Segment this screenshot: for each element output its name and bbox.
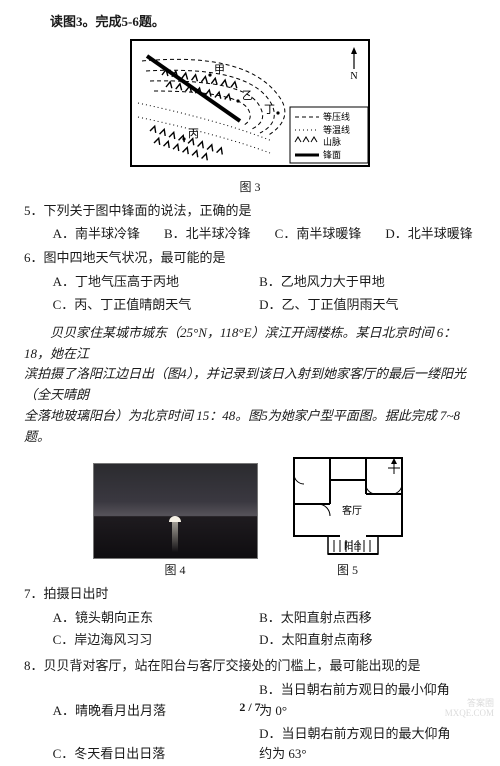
svg-text:山脉: 山脉 — [323, 136, 341, 147]
q7-opt-a[interactable]: A．镜头朝向正东 — [53, 608, 256, 629]
q5-options: A．南半球冷锋 B．北半球冷锋 C．南半球暖锋 D．北半球暖锋 — [53, 224, 476, 245]
watermark: 答案圈 MXQE.COM — [445, 699, 494, 719]
q8-options: A．晴晚看月出月落 B．当日朝右前方观日的最小仰角为 0° C．冬天看日出日落 … — [53, 679, 476, 766]
passage-l3: 全落地玻璃阳台）为北京时间 15：48。图5为她家户型平面图。据此完成 7~8 … — [24, 406, 476, 448]
figure-4-photo — [93, 463, 258, 559]
q5-opt-a[interactable]: A．南半球冷锋 — [53, 224, 140, 245]
intro-text: 读图3。完成5-6题。 — [24, 12, 476, 33]
q8-opt-c[interactable]: C．冬天看日出日落 — [53, 744, 256, 765]
figure-5-plan: 客厅 阳台 — [288, 454, 408, 559]
figure-3-caption: 图 3 — [24, 178, 476, 197]
figure-3-box: N — [130, 39, 370, 167]
svg-text:甲: 甲 — [214, 64, 225, 76]
q7-stem: 7．拍摄日出时 — [24, 584, 476, 605]
svg-text:N: N — [350, 71, 357, 82]
passage-block: 贝贝家住某城市城东（25°N，118°E）滨江开阔楼栋。某日北京时间 6：18，… — [24, 323, 476, 448]
figure-3: N — [24, 39, 476, 197]
q6-opt-c[interactable]: C．丙、丁正值晴朗天气 — [53, 295, 256, 316]
q8-opt-d[interactable]: D．当日朝右前方观日的最大仰角约为 63° — [259, 724, 462, 766]
q5-opt-d[interactable]: D．北半球暖锋 — [385, 224, 472, 245]
q7-opt-c[interactable]: C．岸边海风习习 — [53, 630, 256, 651]
q5-opt-b[interactable]: B．北半球冷锋 — [164, 224, 251, 245]
svg-text:阳台: 阳台 — [343, 540, 361, 551]
svg-text:乙: 乙 — [242, 89, 253, 102]
passage-l2: 滨拍摄了洛阳江边日出（图4），并记录到该日入射到她家客厅的最后一缕阳光（全天晴朗 — [24, 364, 476, 406]
q6-options: A．丁地气压高于丙地 B．乙地风力大于甲地 C．丙、丁正值晴朗天气 D．乙、丁正… — [53, 271, 476, 317]
sun-reflection — [172, 522, 178, 552]
q6-stem: 6．图中四地天气状况，最可能的是 — [24, 248, 476, 269]
svg-text:等温线: 等温线 — [323, 124, 350, 135]
figure-3-svg: N — [132, 41, 372, 169]
svg-text:丁: 丁 — [264, 104, 275, 116]
watermark-line2: MXQE.COM — [445, 709, 494, 719]
q6-opt-d[interactable]: D．乙、丁正值阴雨天气 — [259, 295, 462, 316]
svg-text:锋面: 锋面 — [323, 149, 341, 160]
q8-stem: 8．贝贝背对客厅，站在阳台与客厅交接处的门槛上，最可能出现的是 — [24, 656, 476, 677]
q7-opt-b[interactable]: B．太阳直射点西移 — [259, 608, 462, 629]
page-number: 2 / 7 — [0, 698, 500, 717]
q7-options: A．镜头朝向正东 B．太阳直射点西移 C．岸边海风习习 D．太阳直射点南移 — [53, 607, 476, 653]
figure-5-caption: 图 5 — [337, 561, 358, 580]
svg-text:客厅: 客厅 — [342, 504, 362, 517]
q6-opt-b[interactable]: B．乙地风力大于甲地 — [259, 272, 462, 293]
figures-4-5: 图 4 — [24, 454, 476, 580]
figure-5-svg: 客厅 阳台 — [288, 454, 408, 559]
svg-text:丙: 丙 — [188, 128, 199, 140]
svg-text:等压线: 等压线 — [323, 111, 350, 122]
passage-l1: 贝贝家住某城市城东（25°N，118°E）滨江开阔楼栋。某日北京时间 6：18，… — [24, 323, 476, 365]
q5-stem: 5．下列关于图中锋面的说法，正确的是 — [24, 201, 476, 222]
q7-opt-d[interactable]: D．太阳直射点南移 — [259, 630, 462, 651]
figure-4-caption: 图 4 — [164, 561, 185, 580]
q6-opt-a[interactable]: A．丁地气压高于丙地 — [53, 272, 256, 293]
q5-opt-c[interactable]: C．南半球暖锋 — [275, 224, 362, 245]
